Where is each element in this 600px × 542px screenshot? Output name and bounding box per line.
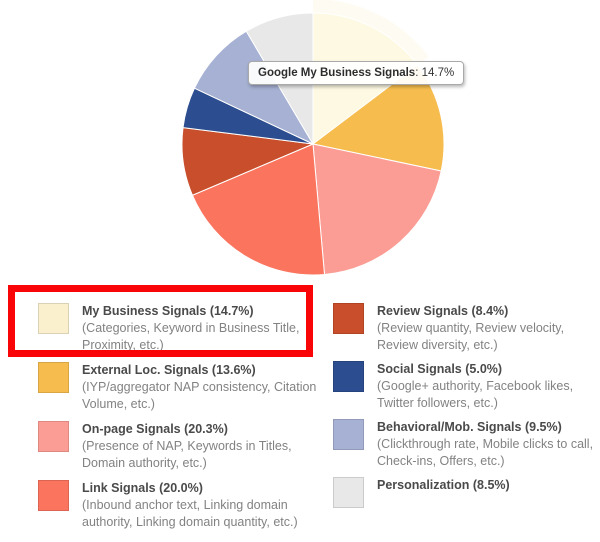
legend-item-behavioral[interactable]: Behavioral/Mob. Signals (9.5%) (Clickthr…: [333, 419, 597, 470]
legend-swatch-review: [333, 303, 364, 334]
legend-swatch-external-loc: [38, 362, 69, 393]
pie-chart: [181, 0, 445, 276]
legend-item-on-page[interactable]: On-page Signals (20.3%) (Presence of NAP…: [38, 421, 320, 472]
legend-item-social[interactable]: Social Signals (5.0%) (Google+ authority…: [333, 361, 597, 412]
legend-item-review[interactable]: Review Signals (8.4%) (Review quantity, …: [333, 303, 597, 354]
legend-item-desc: (Review quantity, Review velocity, Revie…: [377, 321, 565, 352]
tooltip-separator: :: [415, 67, 422, 79]
legend-item-desc: (Clickthrough rate, Mobile clicks to cal…: [377, 437, 594, 468]
legend-swatch-my-business: [38, 303, 69, 334]
legend-swatch-personalization: [333, 477, 364, 508]
legend-item-desc: (Inbound anchor text, Linking domain aut…: [82, 498, 298, 529]
legend-item-external-loc[interactable]: External Loc. Signals (13.6%) (IYP/aggre…: [38, 362, 320, 413]
legend-swatch-on-page: [38, 421, 69, 452]
legend-column-left: My Business Signals (14.7%) (Categories,…: [38, 303, 320, 531]
legend-item-label: Review Signals (8.4%): [377, 304, 509, 318]
chart-tooltip: Google My Business Signals: 14.7%: [248, 61, 465, 85]
legend-item-desc: (Categories, Keyword in Business Title, …: [82, 321, 300, 352]
legend-swatch-social: [333, 361, 364, 392]
tooltip-label: Google My Business Signals: [258, 67, 416, 79]
legend-swatch-link: [38, 480, 69, 511]
tooltip-value: 14.7%: [421, 67, 455, 79]
legend-item-desc: (Google+ authority, Facebook likes, Twit…: [377, 379, 574, 410]
legend-item-desc: (IYP/aggregator NAP consistency, Citatio…: [82, 380, 317, 411]
legend-swatch-behavioral: [333, 419, 364, 450]
legend-item-label: Personalization (8.5%): [377, 478, 510, 492]
legend-item-label: On-page Signals (20.3%): [82, 422, 228, 436]
legend-item-link[interactable]: Link Signals (20.0%) (Inbound anchor tex…: [38, 480, 320, 531]
legend-item-label: Link Signals (20.0%): [82, 481, 203, 495]
legend-item-label: My Business Signals (14.7%): [82, 304, 254, 318]
legend-item-personalization[interactable]: Personalization (8.5%): [333, 477, 597, 528]
legend-item-label: Behavioral/Mob. Signals (9.5%): [377, 420, 562, 434]
legend-item-label: Social Signals (5.0%): [377, 362, 503, 376]
pie-slice-link-signals[interactable]: [191, 143, 326, 276]
legend-item-desc: (Presence of NAP, Keywords in Titles, Do…: [82, 439, 292, 470]
pie-slice-on-page-signals[interactable]: [312, 143, 442, 275]
legend-item-my-business[interactable]: My Business Signals (14.7%) (Categories,…: [38, 303, 320, 354]
legend-column-right: Review Signals (8.4%) (Review quantity, …: [333, 303, 597, 528]
pie-slice-behavioral-mob-signals[interactable]: [193, 30, 314, 145]
legend-item-label: External Loc. Signals (13.6%): [82, 363, 256, 377]
